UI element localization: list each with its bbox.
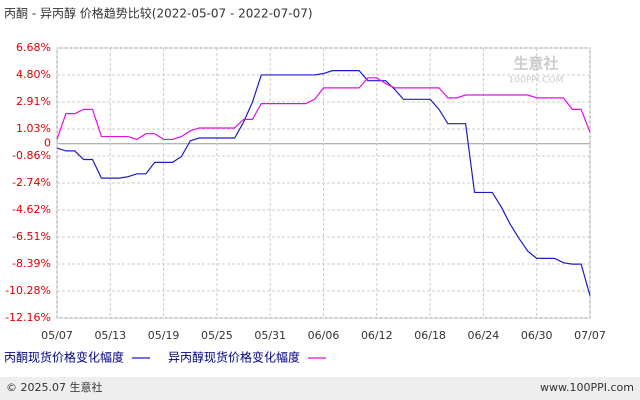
y-tick-label: -12.16% xyxy=(5,311,51,324)
legend-label: 异丙醇现货价格变化幅度 xyxy=(168,350,300,365)
y-tick-label: 6.68% xyxy=(16,41,51,54)
y-tick-label: 1.03% xyxy=(16,122,51,135)
legend-label: 丙酮现货价格变化幅度 xyxy=(4,350,124,365)
y-tick-label: -0.86% xyxy=(12,149,51,162)
y-tick-label: -10.28% xyxy=(5,284,51,297)
chart-title: 丙酮 - 异丙醇 价格趋势比较(2022-05-07 - 2022-07-07) xyxy=(4,6,313,21)
y-tick-label: -6.51% xyxy=(12,230,51,243)
watermark: 生意社 xyxy=(513,55,558,73)
x-tick-label: 06/30 xyxy=(521,329,553,342)
x-tick-label: 05/07 xyxy=(41,329,73,342)
y-tick-label: -8.39% xyxy=(12,257,51,270)
series-line xyxy=(56,70,591,296)
watermark-url: 100PPI.COM xyxy=(509,76,564,86)
x-tick-label: 06/12 xyxy=(361,329,393,342)
footer-left: © 2025.07 生意社 xyxy=(6,380,102,394)
x-tick-label: 06/06 xyxy=(308,329,340,342)
series-line xyxy=(56,77,591,141)
x-tick-label: 05/31 xyxy=(254,329,286,342)
y-tick-label: 2.91% xyxy=(16,95,51,108)
x-tick-label: 06/18 xyxy=(414,329,446,342)
y-tick-label: 4.80% xyxy=(16,68,51,81)
x-tick-label: 05/19 xyxy=(148,329,180,342)
x-tick-label: 07/07 xyxy=(574,329,606,342)
y-tick-label: 0 xyxy=(44,137,51,150)
x-tick-label: 05/13 xyxy=(94,329,126,342)
x-tick-label: 05/25 xyxy=(201,329,233,342)
y-tick-label: -4.62% xyxy=(12,203,51,216)
footer-right: www.100PPI.com xyxy=(540,381,634,394)
x-tick-label: 06/24 xyxy=(468,329,500,342)
footer-band xyxy=(0,377,640,400)
y-tick-label: -2.74% xyxy=(12,176,51,189)
